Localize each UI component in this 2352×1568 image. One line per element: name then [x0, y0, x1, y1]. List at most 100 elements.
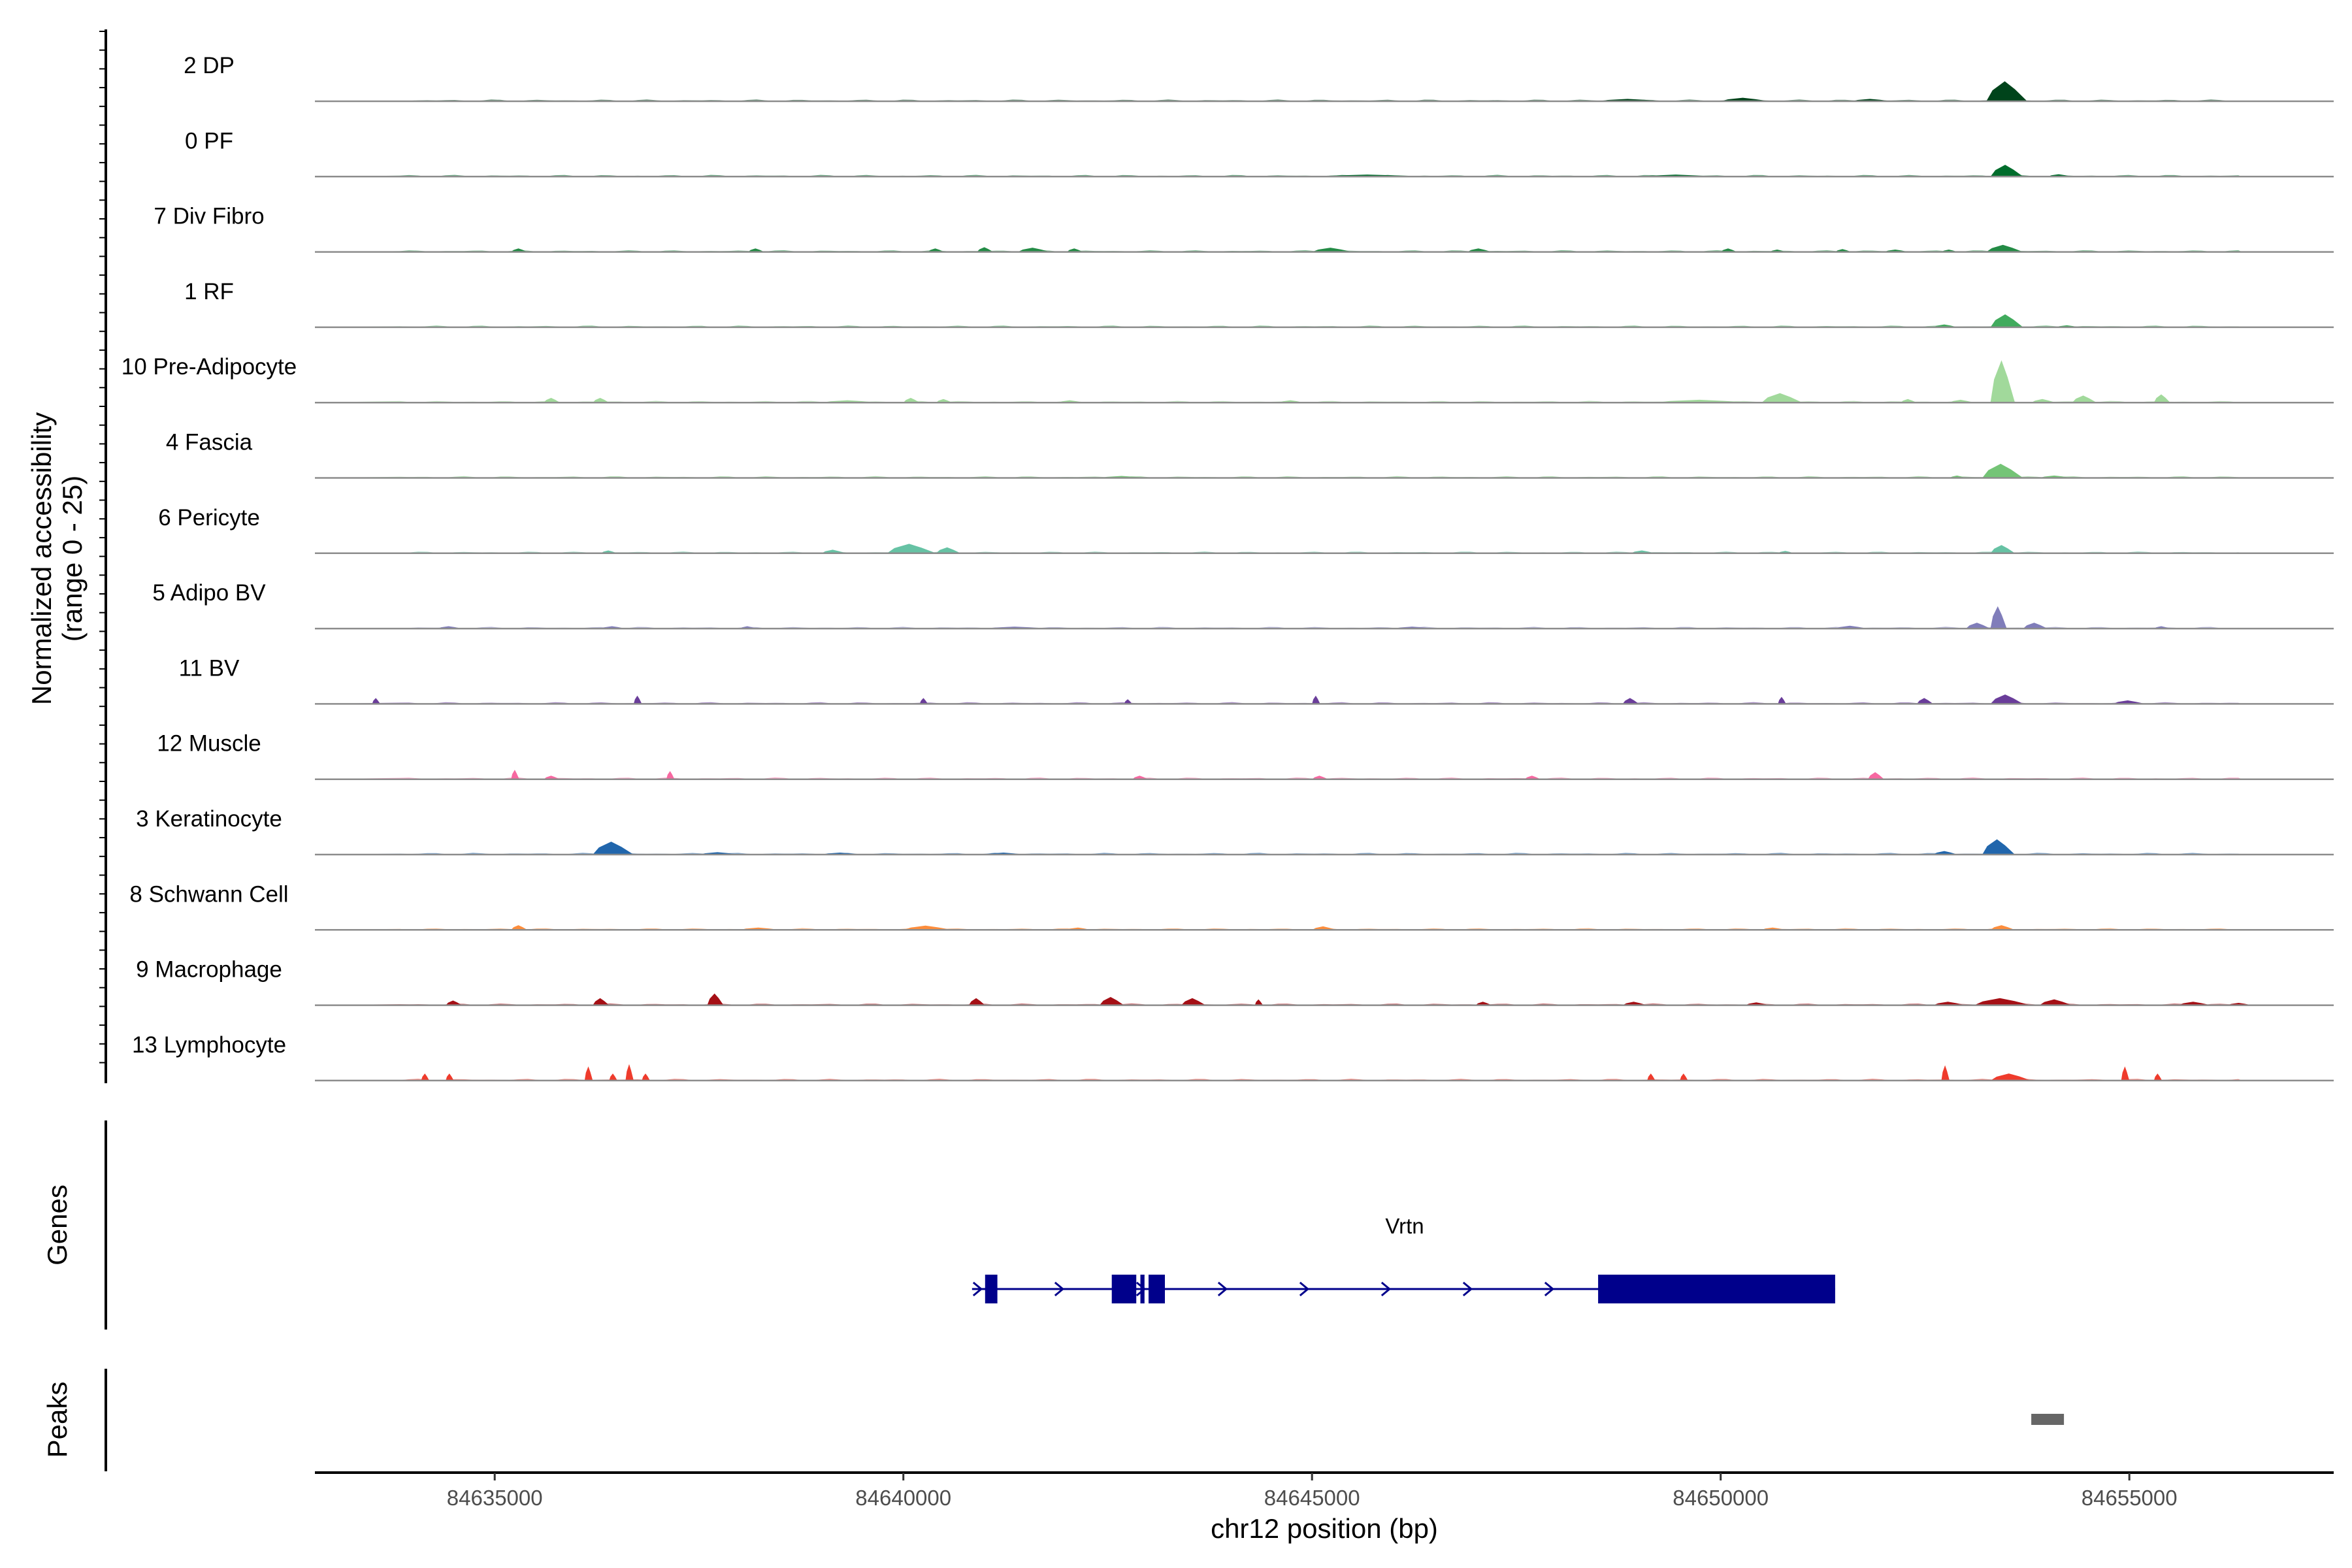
track: 7 Div Fibro [154, 204, 2334, 253]
x-tick-label: 84650000 [1673, 1486, 1769, 1510]
accessibility-peak [1680, 1073, 1688, 1081]
accessibility-peak [936, 547, 961, 553]
accessibility-peak [2031, 399, 2056, 403]
x-tick-label: 84640000 [855, 1486, 951, 1510]
accessibility-peak [1124, 699, 1132, 704]
track-label: 7 Div Fibro [154, 204, 264, 229]
accessibility-peak [633, 695, 642, 704]
track: 5 Adipo BV [152, 580, 2334, 630]
track: 8 Schwann Cell [129, 881, 2334, 931]
accessibility-peak [593, 998, 610, 1005]
accessibility-peak [1778, 696, 1786, 704]
accessibility-peak [1990, 925, 2016, 930]
track-label: 13 Lymphocyte [132, 1032, 286, 1058]
accessibility-peak [903, 398, 920, 403]
accessibility-peak [1986, 81, 2027, 101]
accessibility-peak [1524, 776, 1541, 779]
accessibility-peak [821, 549, 847, 553]
accessibility-peak [1974, 998, 2032, 1005]
accessibility-peak [1982, 839, 2016, 855]
exon [1111, 1275, 1137, 1303]
accessibility-peak [593, 841, 634, 855]
strand-arrow [1135, 1281, 1147, 1297]
accessibility-peak [1017, 248, 1051, 252]
accessibility-peak [2121, 1066, 2130, 1081]
accessibility-peak [1312, 695, 1320, 704]
track: 1 RF [184, 279, 2334, 329]
accessibility-peak [1720, 248, 1737, 252]
peaks-track [2031, 1414, 2065, 1425]
accessibility-peak [446, 1000, 463, 1005]
gene-track: Vrtn [972, 1214, 1835, 1303]
peaks-label: Peaks [42, 1382, 73, 1458]
accessibility-peak [2178, 1002, 2212, 1005]
accessibility-peak [1132, 776, 1149, 779]
y-axis-title-line2: (range 0 - 25) [57, 476, 88, 642]
peak-region [2031, 1414, 2065, 1425]
track-label: 8 Schwann Cell [129, 881, 288, 907]
accessibility-peak [593, 398, 610, 403]
accessibility-peak [2072, 395, 2097, 403]
strand-arrow [1299, 1281, 1310, 1297]
accessibility-peak [609, 1073, 617, 1081]
accessibility-peak [1066, 248, 1083, 252]
accessibility-peak [1933, 1002, 1966, 1005]
accessibility-peak [2153, 1073, 2163, 1081]
x-tick-label: 84635000 [447, 1486, 543, 1510]
accessibility-peak [1917, 698, 1933, 704]
accessibility-peak [1467, 248, 1492, 252]
accessibility-peak [1990, 694, 2023, 704]
accessibility-peak [1990, 165, 2023, 177]
strand-arrow [972, 1281, 983, 1297]
accessibility-peak [1990, 606, 2007, 629]
strand-arrow [1462, 1281, 1473, 1297]
strand-arrow [1217, 1281, 1228, 1297]
accessibility-peak [1312, 776, 1329, 779]
accessibility-peak [544, 398, 561, 403]
accessibility-peak [642, 1073, 650, 1081]
accessibility-peak [2113, 700, 2146, 704]
x-tick-label: 84645000 [1264, 1486, 1360, 1510]
track: 13 Lymphocyte [132, 1032, 2334, 1082]
track-label: 5 Adipo BV [152, 580, 266, 606]
accessibility-peak [1933, 851, 1958, 855]
accessibility-peak [1312, 248, 1353, 252]
y-axis-title-line1: Normalized accessibility [26, 412, 57, 705]
track-label: 4 Fascia [166, 430, 253, 455]
track-label: 2 DP [184, 53, 235, 78]
track: 3 Keratinocyte [136, 806, 2334, 856]
accessibility-peak [1867, 772, 1884, 779]
track: 11 BV [179, 655, 2334, 705]
track: 0 PF [185, 128, 2334, 178]
strand-arrow [1380, 1281, 1392, 1297]
track-label: 11 BV [179, 655, 240, 681]
accessibility-peak [903, 925, 953, 930]
accessibility-peak [1475, 1002, 1492, 1005]
track: 4 Fascia [166, 430, 2334, 479]
accessibility-peak [1990, 314, 2023, 327]
accessibility-peak [936, 399, 953, 403]
x-axis-title: chr12 position (bp) [1211, 1513, 1438, 1544]
accessibility-peak [919, 698, 928, 704]
accessibility-peak [544, 776, 561, 779]
exon [1598, 1275, 1835, 1303]
track-label: 1 RF [184, 279, 234, 304]
track: 10 Pre-Adipocyte [122, 354, 2334, 404]
accessibility-peak [625, 1064, 634, 1081]
accessibility-tracks: 2 DP 0 PF 7 Div Fibro 1 RF 10 Pre-Adipocyte 4… [122, 53, 2334, 1082]
accessibility-peak [1990, 545, 2016, 553]
accessibility-peak [1647, 1073, 1656, 1081]
accessibility-peak [2023, 623, 2048, 629]
accessibility-peak [1622, 698, 1639, 704]
accessibility-peak [748, 248, 765, 252]
accessibility-peak [1312, 926, 1337, 930]
strand-arrow [1054, 1281, 1065, 1297]
track-label: 10 Pre-Adipocyte [122, 354, 297, 380]
accessibility-peak [968, 998, 985, 1005]
accessibility-peak [584, 1066, 593, 1081]
accessibility-peak [372, 698, 381, 704]
accessibility-peak [1986, 244, 2023, 252]
accessibility-peak [1622, 1002, 1648, 1005]
exon [1140, 1275, 1145, 1303]
